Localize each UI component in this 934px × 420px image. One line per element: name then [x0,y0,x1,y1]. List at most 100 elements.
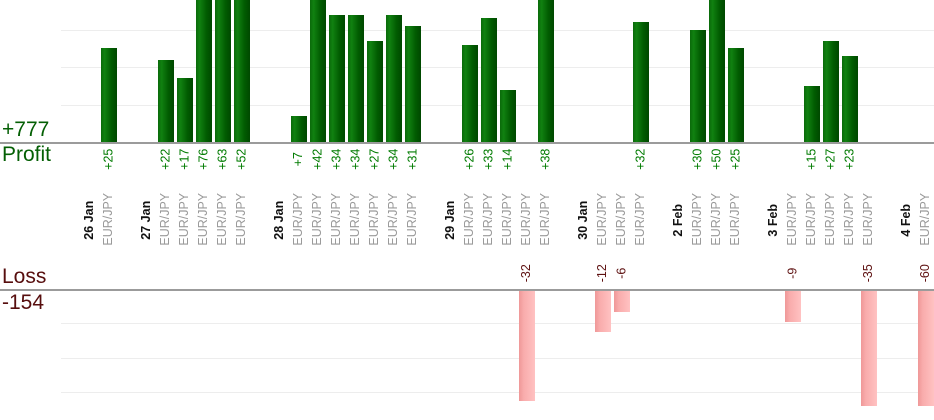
trade-value-label: +25 [99,144,118,174]
trade-value-label-text: +23 [842,148,857,170]
trade-value-label: +42 [308,144,327,174]
trade-symbol-label: EUR/JPY [517,190,536,248]
trade-symbol-label: EUR/JPY [612,190,631,248]
trade-symbol-label-text: EUR/JPY [842,192,857,246]
profit-bar[interactable] [632,22,649,142]
trade-value-label-text: +50 [709,148,724,170]
gridline [61,104,934,106]
trade-symbol-label: EUR/JPY [536,190,555,248]
loss-bar[interactable] [613,291,630,312]
trade-symbol-label: EUR/JPY [783,190,802,248]
loss-bar[interactable] [784,291,801,322]
trade-value-label-text: +52 [234,148,249,170]
loss-bar[interactable] [917,291,934,406]
trade-value-label-text: +25 [728,148,743,170]
profit-bar[interactable] [499,89,516,142]
trade-symbol-label: EUR/JPY [403,190,422,248]
trade-value-label: +17 [175,144,194,174]
date-label-text: 3 Feb [766,203,781,237]
date-label: 3 Feb [764,191,783,249]
trade-value-label-text: -12 [595,263,610,283]
profit-bar[interactable] [537,0,554,142]
trade-value-label-text: +22 [158,148,173,170]
trade-value-label: +32 [631,144,650,174]
date-label-text: 29 Jan [443,200,458,240]
trade-symbol-label-text: EUR/JPY [405,192,420,246]
trade-value-label: -9 [783,258,802,288]
loss-bar[interactable] [518,291,535,401]
profit-bar[interactable] [366,40,383,142]
trade-symbol-label-text: EUR/JPY [861,192,876,246]
trade-value-label-text: +63 [215,148,230,170]
trade-value-label-text: +14 [500,148,515,170]
trade-symbol-label: EUR/JPY [916,190,934,248]
trade-value-label: +22 [156,144,175,174]
date-label-text: 30 Jan [576,200,591,240]
trade-symbol-label-text: EUR/JPY [462,192,477,246]
trade-symbol-label: EUR/JPY [498,190,517,248]
profit-bar[interactable] [803,85,820,142]
trade-symbol-label-text: EUR/JPY [348,192,363,246]
profit-bar[interactable] [727,48,744,142]
profit-bar[interactable] [822,40,839,142]
profit-bar[interactable] [233,0,250,142]
trade-value-label: -12 [593,258,612,288]
trade-value-label: +30 [688,144,707,174]
gridline [61,67,934,68]
trade-symbol-label-text: EUR/JPY [386,192,401,246]
trade-symbol-label-text: EUR/JPY [918,192,933,246]
trade-value-label-text: +7 [291,151,306,167]
trade-symbol-label: EUR/JPY [479,190,498,248]
trade-value-label: +27 [365,144,384,174]
trade-value-label-text: +25 [101,148,116,170]
profit-bar[interactable] [461,44,478,142]
profit-bar[interactable] [328,14,345,142]
trade-symbol-label: EUR/JPY [821,190,840,248]
profit-bar[interactable] [347,14,364,142]
profit-bar[interactable] [214,0,231,142]
loss-bar[interactable] [860,291,877,406]
trade-value-label-text: +76 [196,148,211,170]
trade-symbol-label-text: EUR/JPY [234,192,249,246]
trade-value-label: +15 [802,144,821,174]
trade-value-label-text: +26 [462,148,477,170]
date-label: 28 Jan [270,191,289,249]
profit-bar[interactable] [100,48,117,142]
profit-bar[interactable] [841,55,858,142]
profit-bar[interactable] [708,0,725,142]
loss-total: -154 [2,291,45,314]
profit-bar[interactable] [689,29,706,142]
trade-symbol-label-text: EUR/JPY [367,192,382,246]
profit-bar[interactable] [290,115,307,142]
profit-bar[interactable] [176,78,193,142]
trade-value-label: +52 [232,144,251,174]
date-label: 26 Jan [80,191,99,249]
profit-bar[interactable] [385,14,402,142]
trade-symbol-label: EUR/JPY [384,190,403,248]
trade-symbol-label: EUR/JPY [631,190,650,248]
trade-symbol-label: EUR/JPY [726,190,745,248]
trade-symbol-label: EUR/JPY [593,190,612,248]
profit-bar[interactable] [157,59,174,142]
trade-value-label: +14 [498,144,517,174]
profit-bar[interactable] [309,0,326,142]
trade-value-label-text: -32 [519,263,534,283]
trade-symbol-label: EUR/JPY [327,190,346,248]
trade-symbol-label: EUR/JPY [859,190,878,248]
trade-value-label: +76 [194,144,213,174]
trade-value-label: +34 [327,144,346,174]
trade-symbol-label-text: EUR/JPY [196,192,211,246]
loss-bar[interactable] [594,291,611,333]
date-label-text: 2 Feb [671,203,686,237]
trade-symbol-label-text: EUR/JPY [519,192,534,246]
date-label-text: 4 Feb [899,203,914,237]
profit-bar[interactable] [195,0,212,142]
profit-bar[interactable] [480,18,497,142]
profit-bar[interactable] [404,25,421,142]
gridline [61,323,934,325]
date-label: 30 Jan [574,191,593,249]
trade-value-label: -6 [612,258,631,288]
trade-symbol-label-text: EUR/JPY [101,192,116,246]
trade-symbol-label-text: EUR/JPY [690,192,705,246]
trade-value-label-text: +17 [177,148,192,170]
